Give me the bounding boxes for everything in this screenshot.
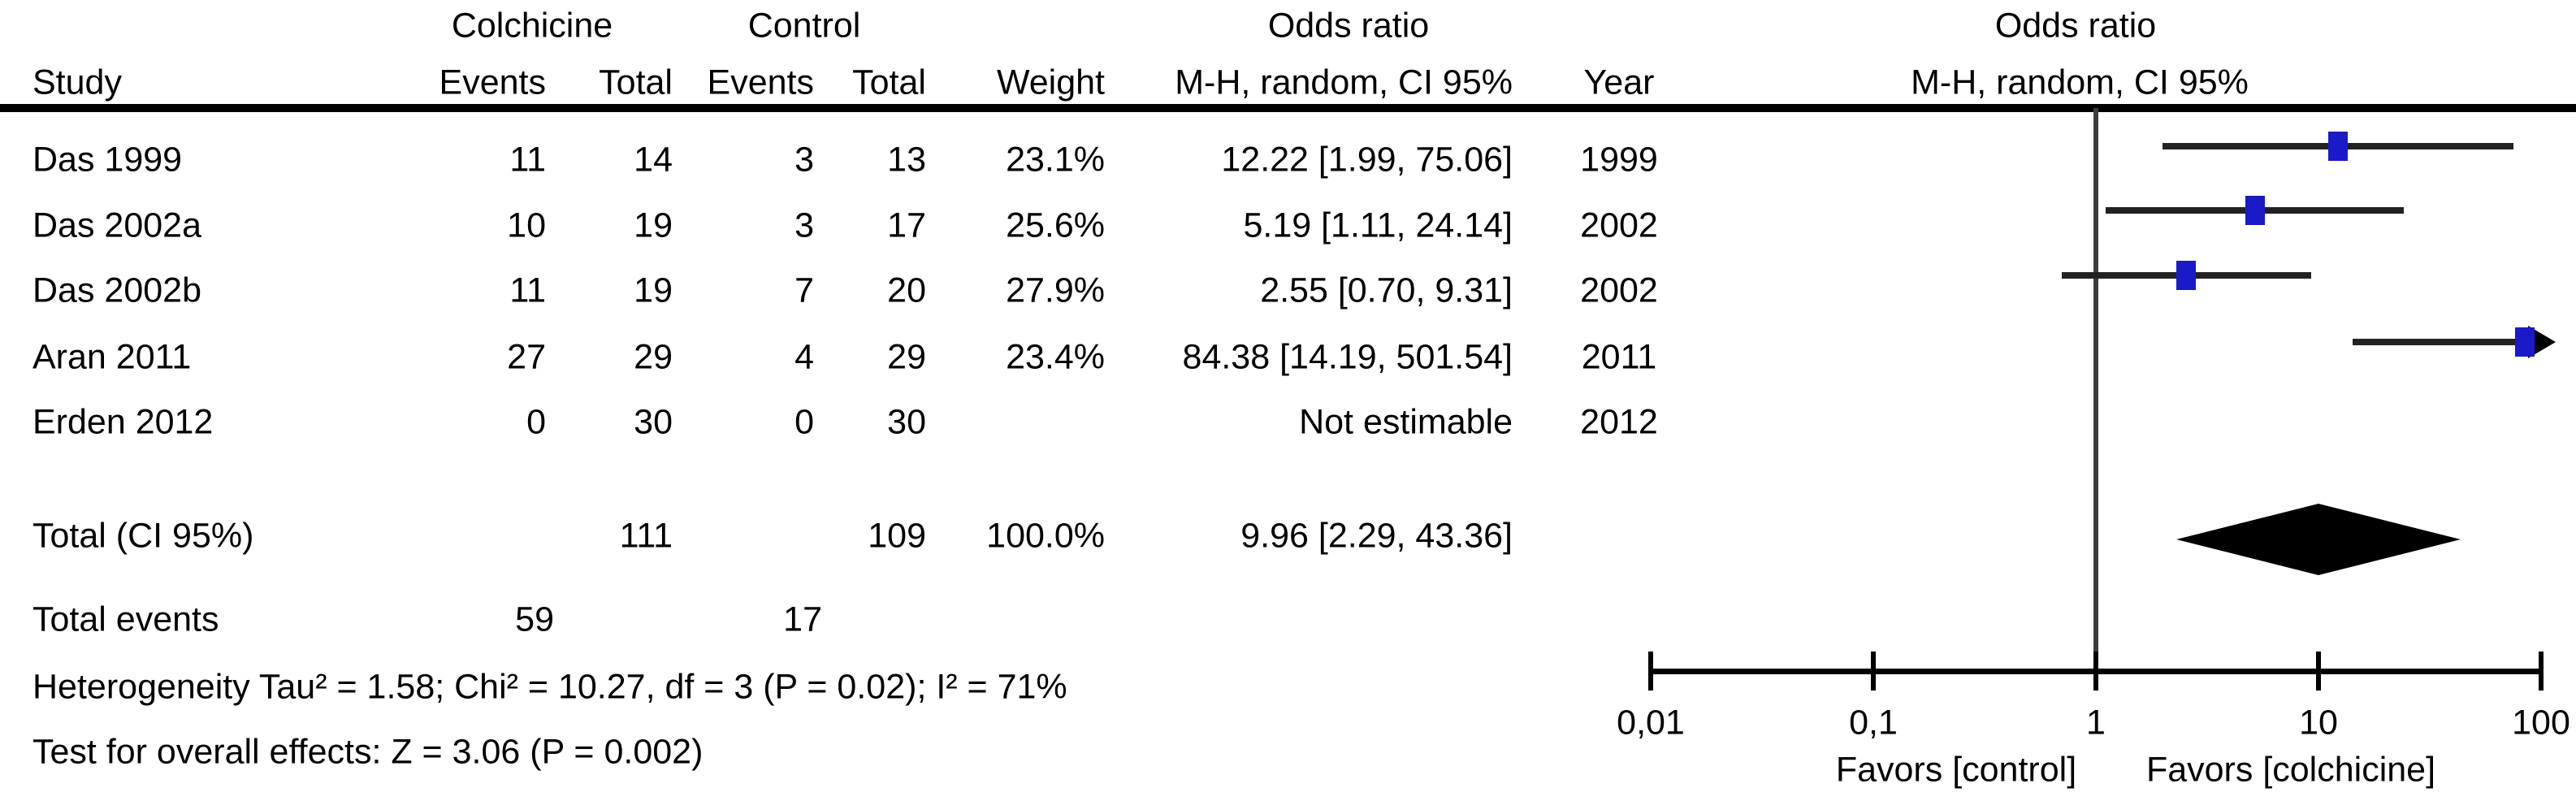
- total-events-control: 17: [783, 600, 822, 639]
- x-axis-tick-label: 100: [2512, 703, 2570, 743]
- total-control: 17: [887, 206, 926, 245]
- col-header-events-colchicine: Events: [439, 63, 546, 102]
- events-colchicine: 10: [507, 206, 546, 245]
- events-colchicine: 11: [509, 271, 546, 310]
- total-control-sum: 109: [868, 516, 926, 556]
- total-control: 20: [887, 271, 926, 310]
- favors-colchicine-label: Favors [colchicine]: [2145, 750, 2436, 790]
- total-control: 13: [887, 140, 926, 180]
- ci-line: [2352, 339, 2541, 345]
- total-odds-ratio: 9.96 [2.29, 43.36]: [1240, 516, 1513, 556]
- col-header-weight: Weight: [996, 63, 1105, 102]
- header-separator-line: [0, 104, 2576, 112]
- total-row-label: Total (CI 95%): [32, 516, 254, 556]
- year-value: 2002: [1580, 206, 1658, 245]
- x-axis-tick: [1648, 652, 1653, 691]
- overall-effect-test: Test for overall effects: Z = 3.06 (P = …: [32, 732, 704, 772]
- x-axis-tick: [1871, 652, 1876, 691]
- study-name: Das 2002b: [32, 271, 201, 310]
- null-effect-line: [2093, 108, 2098, 674]
- total-colchicine-sum: 111: [619, 516, 673, 556]
- col-header-study: Study: [32, 63, 122, 102]
- total-weight: 100.0%: [986, 516, 1105, 556]
- x-axis-tick: [2093, 652, 2098, 691]
- col-header-events-control: Events: [707, 63, 814, 102]
- total-events-colchicine: 59: [515, 600, 554, 639]
- group-header-odds-ratio-plot: Odds ratio: [1994, 6, 2157, 45]
- odds-ratio-square: [2327, 132, 2348, 161]
- col-header-mh-text: M-H, random, CI 95%: [1175, 63, 1513, 102]
- events-control: 3: [794, 140, 814, 180]
- total-colchicine: 19: [634, 271, 673, 310]
- events-control: 3: [794, 206, 814, 245]
- odds-ratio-value: 84.38 [14.19, 501.54]: [1182, 337, 1513, 377]
- study-name: Aran 2011: [32, 337, 192, 377]
- x-axis-tick-label: 1: [2086, 703, 2106, 743]
- col-header-mh-plot: M-H, random, CI 95%: [1911, 63, 2249, 102]
- favors-control-label: Favors [control]: [1835, 750, 2077, 790]
- total-control: 29: [887, 337, 926, 377]
- pooled-diamond: [2176, 504, 2461, 575]
- events-control: 0: [794, 402, 814, 442]
- total-control: 30: [887, 402, 926, 442]
- x-axis-tick-label: 0,1: [1849, 703, 1898, 743]
- col-header-total-control: Total: [852, 63, 926, 102]
- weight-value: 23.4%: [1006, 337, 1105, 377]
- year-value: 2002: [1580, 271, 1658, 310]
- events-colchicine: 0: [526, 402, 546, 442]
- year-value: 1999: [1580, 140, 1658, 180]
- odds-ratio-value: 5.19 [1.11, 24.14]: [1243, 206, 1513, 245]
- col-header-year: Year: [1583, 63, 1655, 102]
- total-events-label: Total events: [32, 600, 219, 639]
- x-axis-tick-label: 0,01: [1617, 703, 1685, 743]
- odds-ratio-square: [2245, 196, 2265, 225]
- odds-ratio-square: [2176, 261, 2197, 290]
- total-colchicine: 19: [634, 206, 673, 245]
- events-colchicine: 11: [509, 140, 546, 180]
- odds-ratio-value: Not estimable: [1299, 402, 1513, 442]
- events-colchicine: 27: [507, 337, 546, 377]
- year-value: 2012: [1580, 402, 1658, 442]
- group-header-colchicine: Colchicine: [451, 6, 613, 45]
- odds-ratio-value: 2.55 [0.70, 9.31]: [1260, 271, 1513, 310]
- heterogeneity-stats: Heterogeneity Tau² = 1.58; Chi² = 10.27,…: [32, 667, 1067, 707]
- total-colchicine: 29: [634, 337, 673, 377]
- weight-value: 25.6%: [1006, 206, 1105, 245]
- year-value: 2011: [1581, 337, 1657, 377]
- total-colchicine: 14: [634, 140, 673, 180]
- x-axis-tick-label: 10: [2299, 703, 2338, 743]
- total-colchicine: 30: [634, 402, 673, 442]
- x-axis-tick: [2316, 652, 2321, 691]
- x-axis-tick: [2539, 652, 2544, 691]
- group-header-odds-ratio-text: Odds ratio: [1267, 6, 1430, 45]
- col-header-total-colchicine: Total: [599, 63, 673, 102]
- group-header-control: Control: [747, 6, 861, 45]
- study-name: Das 2002a: [32, 206, 201, 245]
- study-name: Das 1999: [32, 140, 183, 180]
- odds-ratio-value: 12.22 [1.99, 75.06]: [1221, 140, 1513, 180]
- events-control: 7: [794, 271, 814, 310]
- events-control: 4: [794, 337, 814, 377]
- weight-value: 27.9%: [1006, 271, 1105, 310]
- odds-ratio-square: [2514, 327, 2535, 357]
- study-name: Erden 2012: [32, 402, 214, 442]
- weight-value: 23.1%: [1006, 140, 1105, 180]
